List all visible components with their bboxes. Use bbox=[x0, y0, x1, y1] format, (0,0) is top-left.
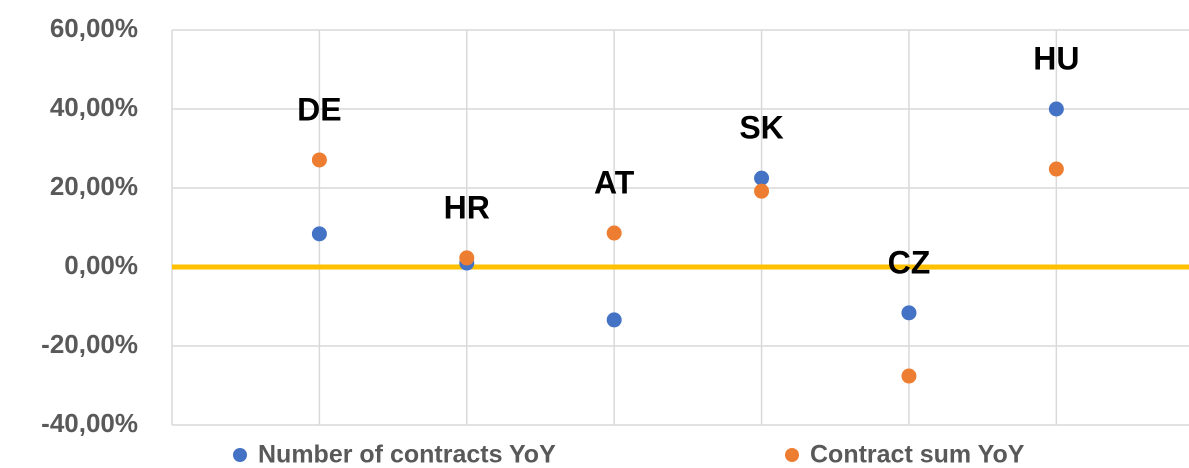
y-tick-label: 60,00% bbox=[50, 13, 138, 43]
point bbox=[606, 312, 622, 328]
y-tick-label: -40,00% bbox=[41, 408, 138, 438]
point-label: DE bbox=[297, 91, 341, 127]
point bbox=[1048, 101, 1064, 117]
point-label: HR bbox=[444, 189, 490, 225]
y-tick-label: 0,00% bbox=[64, 250, 138, 280]
legend-label: Contract sum YoY bbox=[810, 441, 1025, 468]
y-tick-label: -20,00% bbox=[41, 329, 138, 359]
point bbox=[901, 368, 917, 384]
point bbox=[606, 225, 622, 241]
legend-marker bbox=[233, 448, 247, 462]
legend-marker bbox=[785, 448, 799, 462]
point bbox=[459, 250, 475, 266]
point-label: CZ bbox=[888, 244, 931, 280]
y-tick-label: 20,00% bbox=[50, 171, 138, 201]
point bbox=[1048, 161, 1064, 177]
point bbox=[311, 152, 327, 168]
point bbox=[754, 183, 770, 199]
point bbox=[901, 305, 917, 321]
point bbox=[754, 170, 770, 186]
y-tick-label: 40,00% bbox=[50, 92, 138, 122]
point-label: AT bbox=[594, 164, 635, 200]
point-label: HU bbox=[1033, 40, 1079, 76]
point-label: SK bbox=[739, 110, 783, 146]
point bbox=[311, 226, 327, 242]
legend-label: Number of contracts YoY bbox=[258, 441, 556, 468]
